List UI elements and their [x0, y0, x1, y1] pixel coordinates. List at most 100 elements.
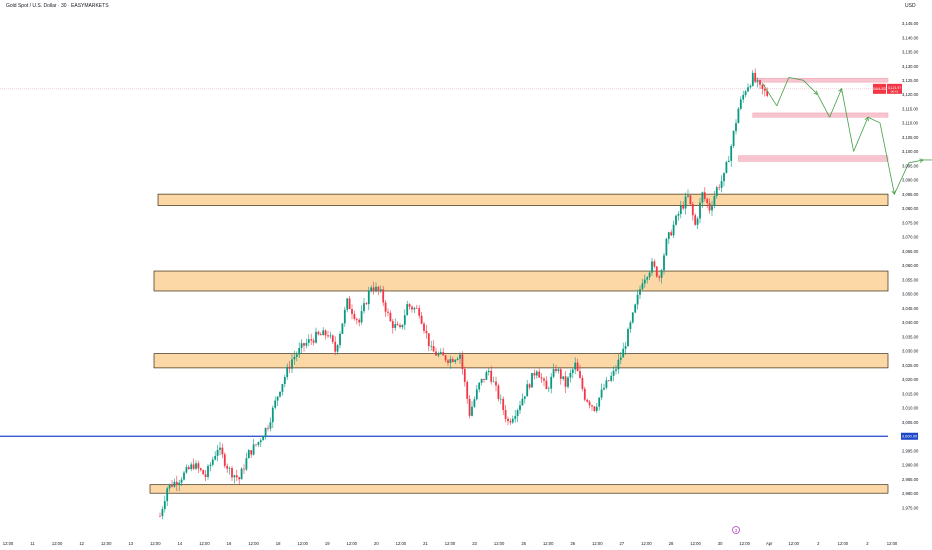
candle-body — [591, 405, 593, 406]
candle-body — [207, 466, 209, 477]
chart-title: Gold Spot / U.S. Dollar · 30 · EASYMARKE… — [6, 3, 109, 9]
candle-body — [536, 372, 538, 376]
candle-body — [274, 401, 276, 408]
candle-body — [586, 400, 588, 402]
y-tick-label: 3,005.00 — [902, 420, 919, 425]
y-tick-label: 3,010.00 — [902, 406, 919, 411]
candle-body — [642, 284, 644, 290]
candle-body — [493, 382, 495, 383]
candle-body — [174, 482, 176, 487]
candle-body — [519, 405, 521, 410]
candle-body — [678, 214, 680, 216]
candle-body — [584, 389, 586, 400]
candle-body — [358, 320, 360, 323]
candle-body — [181, 480, 183, 483]
candle-body — [469, 399, 471, 416]
candle-body — [286, 367, 288, 377]
candle-body — [375, 287, 377, 291]
candle-body — [735, 123, 737, 131]
candle-body — [661, 270, 663, 278]
candle-body — [370, 287, 372, 290]
candle-body — [171, 484, 173, 486]
x-tick-label: 27 — [620, 541, 625, 546]
candle-body — [651, 261, 653, 272]
candle-body — [296, 354, 298, 356]
candle-body — [414, 308, 416, 309]
candle-body — [210, 465, 212, 466]
candle-body — [565, 376, 567, 386]
candle-body — [428, 333, 430, 346]
x-tick-label: 12:00 — [150, 541, 161, 546]
candle-body — [620, 357, 622, 359]
candle-body — [411, 307, 413, 310]
candle-body — [198, 463, 200, 468]
candle-body — [166, 488, 168, 501]
y-tick-label: 2,985.00 — [902, 477, 919, 482]
candle-body — [250, 450, 252, 454]
candle-body — [231, 468, 233, 477]
x-tick-label: 12:00 — [199, 541, 210, 546]
candle-body — [368, 291, 370, 305]
candle-body — [318, 332, 320, 334]
candle-body — [214, 456, 216, 460]
candle-body — [562, 376, 564, 379]
x-tick-label: 11 — [30, 541, 35, 546]
candle-body — [322, 330, 324, 335]
candle-body — [162, 509, 164, 516]
candle-body — [745, 91, 747, 95]
candle-body — [222, 448, 224, 455]
candle-body — [507, 419, 509, 421]
candle-body — [598, 398, 600, 407]
x-tick-label: 12:00 — [641, 541, 652, 546]
y-tick-label: 3,145.00 — [902, 21, 919, 26]
candle-body — [430, 346, 432, 347]
x-tick-label: 18 — [276, 541, 281, 546]
candle-body — [344, 310, 346, 324]
candle-body — [524, 396, 526, 398]
candle-body — [277, 397, 279, 401]
price-badge-time: 06:41 — [891, 90, 899, 94]
candle-body — [490, 371, 492, 382]
candle-body — [418, 308, 420, 316]
x-tick-label: 2 — [817, 541, 820, 546]
x-tick-label: 26 — [570, 541, 575, 546]
y-tick-label: 3,135.00 — [902, 50, 919, 55]
candle-body — [714, 196, 716, 206]
candle-body — [284, 377, 286, 384]
y-tick-label: 3,085.00 — [902, 192, 919, 197]
candle-body — [637, 295, 639, 305]
candle-body — [270, 422, 272, 428]
candle-body — [759, 80, 761, 85]
candle-body — [279, 392, 281, 397]
candle-body — [390, 313, 392, 321]
x-tick-label: 12:00 — [494, 541, 505, 546]
candle-body — [495, 382, 497, 386]
candle-body — [690, 195, 692, 204]
time-axis[interactable]: 12:00 11 12:00 12 12:00 13 12:00 14 12:00 16 12:00… — [3, 541, 898, 546]
candle-body — [330, 335, 332, 336]
candle-body — [272, 408, 274, 422]
candle-body — [402, 325, 404, 327]
y-tick-label: 3,065.00 — [902, 249, 919, 254]
x-tick-label: 21 — [423, 541, 428, 546]
candle-body — [646, 277, 648, 279]
candle-body — [550, 377, 552, 389]
candle-body — [738, 109, 740, 123]
target-box — [753, 78, 888, 82]
candle-body — [450, 359, 452, 363]
candle-body — [666, 239, 668, 255]
candle-body — [385, 303, 387, 312]
candle-body — [514, 416, 516, 419]
candle-body — [654, 261, 656, 266]
candle-body — [726, 162, 728, 173]
y-tick-label: 3,105.00 — [902, 135, 919, 140]
candle-body — [706, 199, 708, 203]
candle-body — [351, 309, 353, 314]
candle-body — [258, 442, 260, 445]
candle-body — [438, 354, 440, 356]
y-tick-label: 2,975.00 — [902, 505, 919, 510]
candle-body — [668, 232, 670, 239]
candle-body — [246, 458, 248, 469]
candle-body — [505, 410, 507, 419]
